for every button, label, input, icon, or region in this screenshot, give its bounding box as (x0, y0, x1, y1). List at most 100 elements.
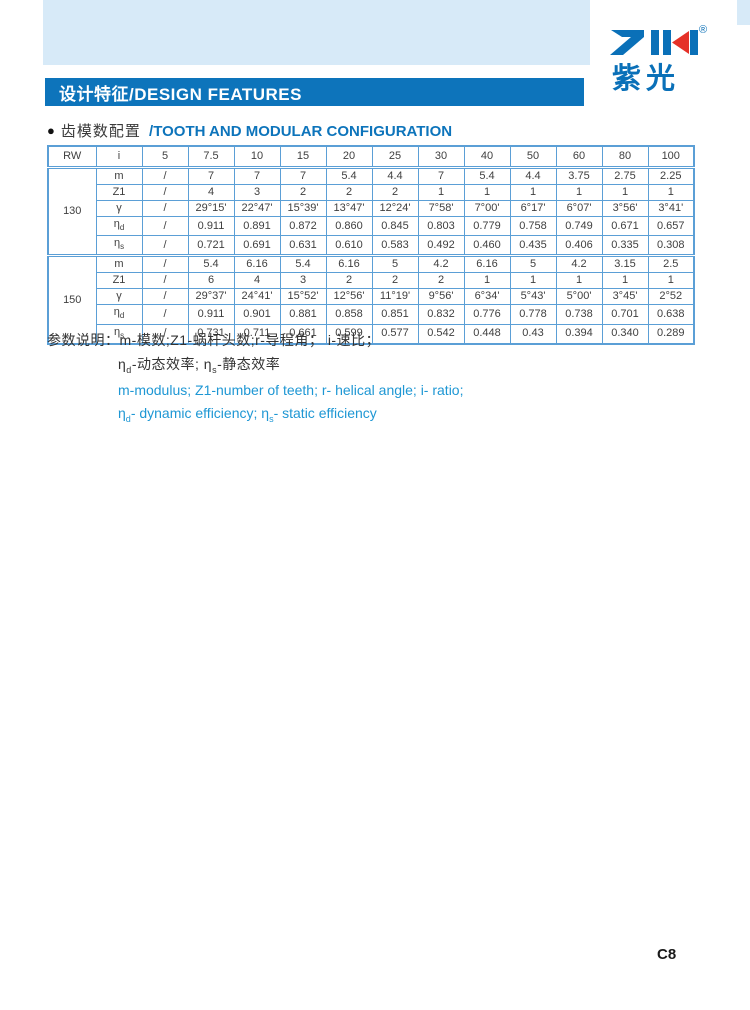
table-cell: 5 (509, 254, 557, 274)
col-header: 25 (371, 145, 419, 169)
row-label: Z1 (95, 272, 143, 290)
table-cell: 0.778 (509, 304, 557, 325)
section-banner: 设计特征/DESIGN FEATURES (45, 78, 584, 106)
table-cell: 3°56' (601, 200, 649, 217)
table-cell: 0.881 (279, 304, 327, 325)
table-cell: 1 (555, 184, 603, 201)
table-cell: 2.5 (647, 254, 695, 274)
table-cell: 29°37' (187, 288, 235, 306)
table-cell: 0.289 (647, 323, 695, 345)
table-header-row: RW i 5 7.5 10 15 20 25 30 40 50 60 80 100 (47, 145, 695, 169)
table-cell: 5.4 (325, 166, 373, 185)
table-cell: 2 (371, 272, 419, 290)
table-cell: 12°24' (371, 200, 419, 217)
table-cell: 5°00' (555, 288, 603, 306)
row-label: ηs (95, 235, 143, 257)
row-label: ηd (95, 215, 143, 237)
rw-cell: 130 (47, 165, 97, 257)
row-label: ηd (95, 304, 143, 325)
table-cell: 0.858 (325, 304, 373, 325)
table-cell: 5 (371, 254, 419, 274)
note-line-zh-1: 参数说明：m-模数;Z1-蜗杆头数;r-导程角； i-速比； (47, 332, 381, 348)
table-cell: 1 (509, 184, 557, 201)
table-cell: 0.851 (371, 304, 419, 325)
table-cell: 0.776 (463, 304, 511, 325)
zik-logo-icon: ® (610, 24, 707, 55)
section-heading: ● 齿模数配置 /TOOTH AND MODULAR CONFIGURATION (47, 120, 452, 141)
table-row: Z1/6 4 3 2 2 2 1 1 1 1 1 (48, 272, 695, 290)
col-header: 10 (233, 145, 281, 169)
table-cell: 9°56' (417, 288, 465, 306)
table-cell: 0.671 (601, 215, 649, 237)
table-cell: / (141, 254, 189, 274)
table-cell: 29°15' (187, 200, 235, 217)
table-cell: 24°41' (233, 288, 281, 306)
table-cell: 7 (233, 166, 281, 185)
row-label: m (95, 166, 143, 185)
col-header: 20 (325, 145, 373, 169)
table-row: ηd/0.911 0.891 0.872 0.860 0.845 0.803 0.779 0.… (48, 215, 695, 237)
table-cell: 1 (509, 272, 557, 290)
table-cell: 0.638 (647, 304, 695, 325)
table-cell: 0.631 (279, 235, 327, 257)
table-cell: 0.872 (279, 215, 327, 237)
table-row: Z1/4 3 2 2 2 1 1 1 1 1 1 (48, 184, 695, 201)
table-cell: / (141, 215, 189, 237)
table-cell: 6.16 (325, 254, 373, 274)
page-number: C8 (657, 946, 677, 963)
section-title-zh: 齿模数配置 (60, 123, 141, 140)
table-cell: 1 (647, 184, 695, 201)
table-cell: 3 (233, 184, 281, 201)
note-line-zh-2: ηd-动态效率; ηs-静态效率 (118, 356, 281, 375)
rw-cell: 150 (47, 254, 97, 345)
table-cell: 7°58' (417, 200, 465, 217)
col-header: 100 (647, 145, 695, 169)
table-cell: 1 (417, 184, 465, 201)
table-cell: 0.583 (371, 235, 419, 257)
row-label: Z1 (95, 184, 143, 201)
table-cell: 1 (601, 272, 649, 290)
section-title-en: /TOOTH AND MODULAR CONFIGURATION (149, 123, 453, 140)
table-cell: 15°39' (279, 200, 327, 217)
table-cell: 12°56' (325, 288, 373, 306)
header-light-blue-sliver (737, 0, 750, 25)
table-cell: 7 (279, 166, 327, 185)
table-cell: 0.610 (325, 235, 373, 257)
table-row: ηs/0.721 0.691 0.631 0.610 0.583 0.492 0.460 0.… (48, 235, 695, 257)
table-cell: 7°00' (463, 200, 511, 217)
table-row: ηs/0.731 0.711 0.661 0.599 0.577 0.542 0.448 0.… (48, 323, 695, 345)
table-cell: 1 (601, 184, 649, 201)
col-header: 15 (279, 145, 327, 169)
table-cell: / (141, 304, 189, 325)
table-cell: / (141, 166, 189, 185)
col-header: RW (47, 145, 97, 169)
table-cell: 4 (187, 184, 235, 201)
table-cell: 0.845 (371, 215, 419, 237)
tooth-modular-table: RW i 5 7.5 10 15 20 25 30 40 50 60 80 100 130 m/7 7 7 5.4… (47, 145, 695, 345)
col-header: 7.5 (187, 145, 235, 169)
table-cell: 0.803 (417, 215, 465, 237)
table-cell: 6.16 (233, 254, 281, 274)
table-cell: 0.599 (325, 323, 373, 345)
table-cell: 2 (325, 272, 373, 290)
table-row: 150 m/5.4 6.16 5.4 6.16 5 4.2 6.16 5 4.2 3.15 2.5 (47, 254, 695, 345)
col-header: 50 (509, 145, 557, 169)
table-cell: 7 (417, 166, 465, 185)
table-cell: 0.460 (463, 235, 511, 257)
col-header: 80 (601, 145, 649, 169)
table-cell: 5.4 (463, 166, 511, 185)
table-cell: 0.749 (555, 215, 603, 237)
table-cell: 1 (463, 184, 511, 201)
table-row: γ/29°15' 22°47' 15°39' 13°47' 12°24' 7°58' 7°0… (48, 200, 695, 217)
table-cell: 2.75 (601, 166, 649, 185)
table-cell: 2.25 (647, 166, 695, 185)
table-cell: 4.4 (371, 166, 419, 185)
row-label: γ (95, 200, 143, 217)
brand-logo: ® 紫光 (606, 24, 716, 95)
table-cell: 6 (187, 272, 235, 290)
table-row: ηd/0.911 0.901 0.881 0.858 0.851 0.832 0.776 0.… (48, 304, 695, 325)
table-cell: 0.911 (187, 304, 235, 325)
table-cell: 0.308 (647, 235, 695, 257)
table-cell: 2 (417, 272, 465, 290)
table-row: 130 m/7 7 7 5.4 4.4 7 5.4 4.4 3.75 2.75 2.25 (47, 165, 695, 257)
